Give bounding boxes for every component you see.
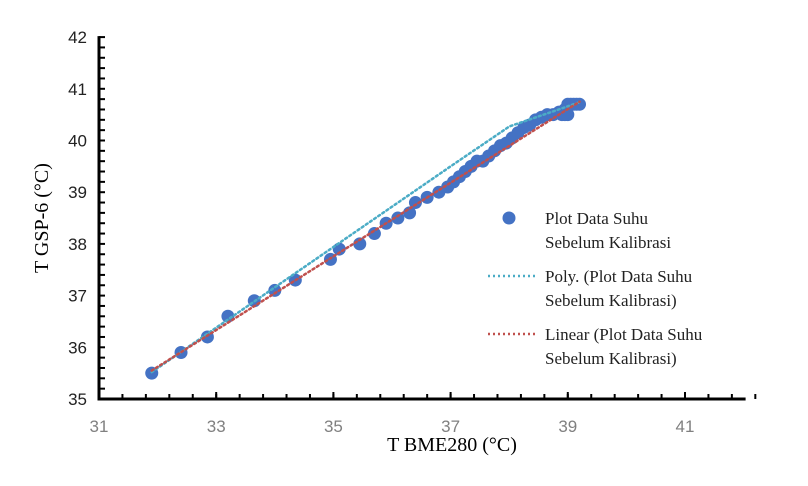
data-point: [391, 211, 405, 225]
legend-label: Sebelum Kalibrasi: [545, 233, 671, 252]
legend-label: Sebelum Kalibrasi): [545, 291, 677, 310]
y-tick-label: 42: [68, 28, 87, 47]
linear-trendline: [150, 100, 581, 372]
data-point: [268, 283, 282, 297]
poly-trendline: [150, 100, 581, 374]
data-point: [408, 196, 422, 210]
y-tick-label: 41: [68, 80, 87, 99]
legend-marker-icon: [502, 211, 516, 225]
y-tick-label: 37: [68, 287, 87, 306]
x-tick-label: 41: [676, 417, 695, 436]
plot-area: [145, 97, 587, 380]
y-tick-label: 38: [68, 235, 87, 254]
x-tick-label: 33: [207, 417, 226, 436]
y-tick-label: 40: [68, 132, 87, 151]
legend-item-linear: Linear (Plot Data Suhu Sebelum Kalibrasi…: [488, 325, 703, 368]
legend-label: Plot Data Suhu: [545, 209, 648, 228]
legend-item-scatter: Plot Data Suhu Sebelum Kalibrasi: [502, 209, 671, 252]
data-point: [332, 242, 346, 256]
x-axis: 31 33 35 37 39 41: [90, 392, 757, 436]
x-tick-label: 37: [441, 417, 460, 436]
legend-item-poly: Poly. (Plot Data Suhu Sebelum Kalibrasi): [488, 267, 693, 310]
y-axis: 35 36 37 38 39 40 41 42: [68, 28, 105, 409]
y-tick-label: 39: [68, 183, 87, 202]
data-point: [367, 227, 381, 241]
x-tick-label: 35: [324, 417, 343, 436]
legend-label: Linear (Plot Data Suhu: [545, 325, 703, 344]
y-tick-label: 35: [68, 390, 87, 409]
y-axis-title: T GSP-6 (°C): [31, 163, 53, 273]
x-axis-title: T BME280 (°C): [387, 434, 517, 456]
legend-label: Poly. (Plot Data Suhu: [545, 267, 693, 286]
x-tick-label: 39: [558, 417, 577, 436]
data-point: [573, 97, 587, 111]
legend-label: Sebelum Kalibrasi): [545, 349, 677, 368]
legend: Plot Data Suhu Sebelum Kalibrasi Poly. (…: [488, 209, 703, 368]
x-tick-label: 31: [90, 417, 109, 436]
y-tick-label: 36: [68, 338, 87, 357]
